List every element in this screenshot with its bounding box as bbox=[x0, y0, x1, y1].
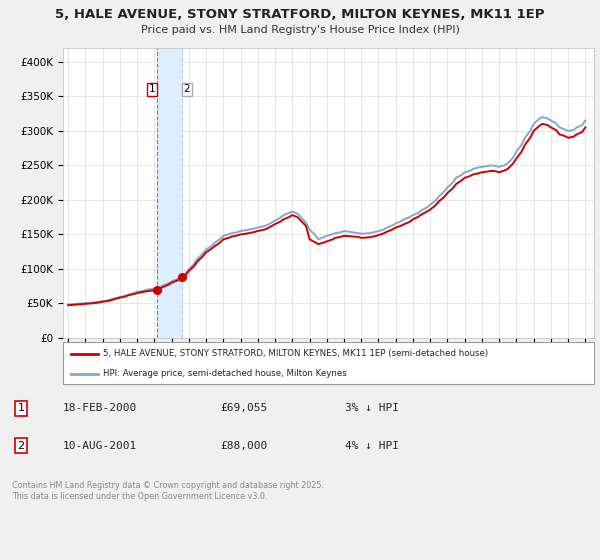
Text: 1: 1 bbox=[149, 85, 155, 95]
Text: Contains HM Land Registry data © Crown copyright and database right 2025.
This d: Contains HM Land Registry data © Crown c… bbox=[12, 482, 324, 501]
Text: 18-FEB-2000: 18-FEB-2000 bbox=[62, 403, 137, 413]
Text: 5, HALE AVENUE, STONY STRATFORD, MILTON KEYNES, MK11 1EP (semi-detached house): 5, HALE AVENUE, STONY STRATFORD, MILTON … bbox=[103, 349, 488, 358]
Text: Price paid vs. HM Land Registry's House Price Index (HPI): Price paid vs. HM Land Registry's House … bbox=[140, 25, 460, 35]
Text: 4% ↓ HPI: 4% ↓ HPI bbox=[344, 441, 398, 451]
Text: 2: 2 bbox=[17, 441, 25, 451]
Text: £69,055: £69,055 bbox=[220, 403, 267, 413]
Text: 5, HALE AVENUE, STONY STRATFORD, MILTON KEYNES, MK11 1EP: 5, HALE AVENUE, STONY STRATFORD, MILTON … bbox=[55, 7, 545, 21]
Text: 1: 1 bbox=[17, 403, 25, 413]
Text: 2: 2 bbox=[184, 85, 190, 95]
Bar bbox=[157, 48, 182, 338]
Text: £88,000: £88,000 bbox=[220, 441, 267, 451]
Text: 10-AUG-2001: 10-AUG-2001 bbox=[62, 441, 137, 451]
Text: HPI: Average price, semi-detached house, Milton Keynes: HPI: Average price, semi-detached house,… bbox=[103, 369, 347, 378]
Text: 3% ↓ HPI: 3% ↓ HPI bbox=[344, 403, 398, 413]
